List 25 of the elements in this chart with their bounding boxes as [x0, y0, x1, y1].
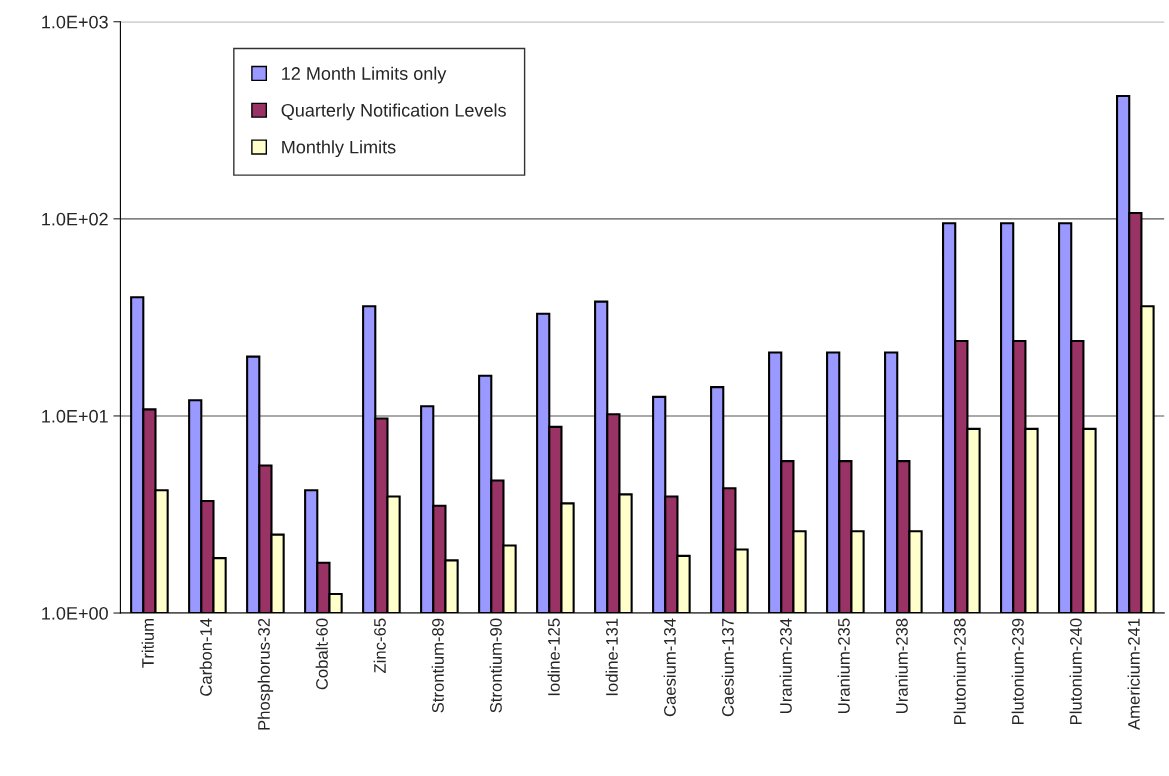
x-tick-label: Carbon-14 — [199, 618, 212, 696]
legend-label: Quarterly Notification Levels — [281, 103, 506, 121]
y-tick-label: 1.0E+03 — [42, 15, 108, 29]
x-tick-label: Plutonium-238 — [953, 618, 966, 724]
x-tick-label: Plutonium-239 — [1011, 618, 1024, 724]
x-tick-label: Iodine-125 — [547, 618, 560, 696]
x-tick-label: Americium-241 — [1127, 618, 1140, 730]
x-tick-label: Strontium-90 — [489, 618, 502, 713]
x-tick-label: Strontium-89 — [431, 618, 444, 713]
legend-label: Monthly Limits — [282, 140, 396, 158]
x-tick-label: Iodine-131 — [605, 618, 618, 696]
x-tick-label: Cobalt-60 — [315, 618, 328, 690]
x-tick-label: Caesium-134 — [663, 618, 676, 717]
x-tick-label: Uranium-234 — [779, 618, 792, 713]
y-tick-label: 1.0E+00 — [42, 606, 108, 620]
x-tick-label: Caesium-137 — [721, 618, 734, 717]
y-tick-label: 1.0E+02 — [42, 212, 108, 226]
y-tick-label: 1.0E+01 — [42, 409, 108, 423]
x-tick-label: Zinc-65 — [373, 618, 386, 673]
x-tick-label: Uranium-235 — [837, 618, 850, 713]
x-tick-label: Tritium — [141, 619, 154, 668]
x-tick-label: Uranium-238 — [895, 618, 908, 713]
x-tick-label: Phosphorus-32 — [257, 618, 274, 730]
x-tick-label: Plutonium-240 — [1069, 618, 1082, 724]
legend-label: 12 Month Limits only — [282, 66, 447, 84]
